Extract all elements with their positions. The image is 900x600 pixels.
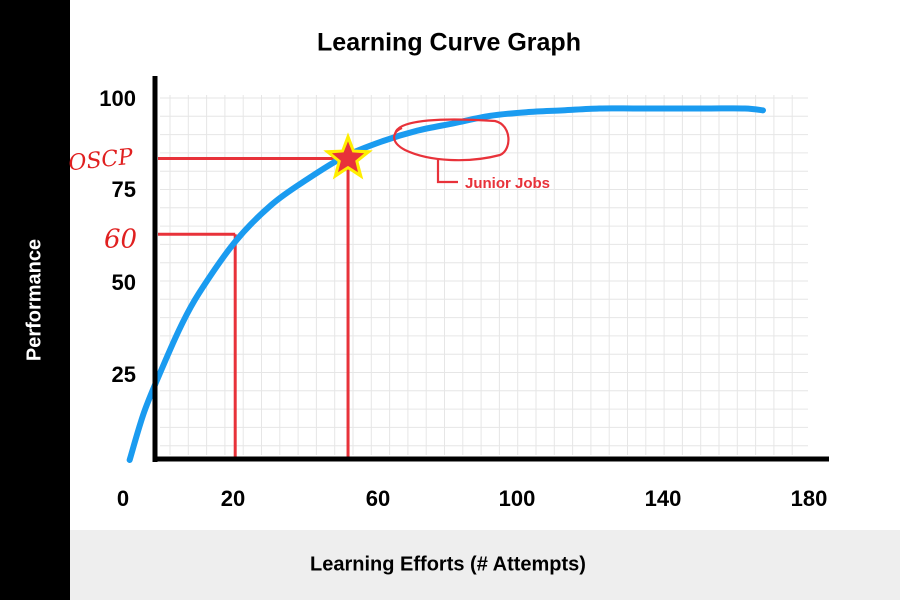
y-tick-label: 50 bbox=[112, 270, 136, 295]
x-axis-band bbox=[70, 530, 900, 600]
y-tick-label: 75 bbox=[112, 177, 136, 202]
callout-connector bbox=[436, 160, 458, 184]
chart-title: Learning Curve Graph bbox=[317, 28, 581, 57]
series-line bbox=[126, 105, 766, 463]
grid bbox=[160, 95, 808, 455]
handwritten-label: 60 bbox=[104, 224, 137, 254]
x-tick-label: 0 bbox=[117, 486, 129, 511]
x-tick-label: 180 bbox=[791, 486, 828, 511]
reference-lines bbox=[158, 156, 350, 459]
y-axis-band bbox=[0, 0, 70, 600]
x-axis-label: Learning Efforts (# Attempts) bbox=[310, 553, 586, 576]
x-tick-label: 60 bbox=[366, 486, 390, 511]
annotations: OSCP 60 Junior Jobs bbox=[67, 118, 550, 254]
handwritten-label: OSCP bbox=[67, 145, 135, 177]
star-marker bbox=[331, 141, 365, 173]
x-tick-label: 100 bbox=[499, 486, 536, 511]
x-tick-label: 140 bbox=[645, 486, 682, 511]
tick-labels: 0 20 60 100 140 180 25 50 75 100 bbox=[99, 86, 827, 511]
x-tick-label: 20 bbox=[221, 486, 245, 511]
series-layer bbox=[126, 105, 766, 463]
axes bbox=[152, 76, 829, 462]
callout-loop bbox=[393, 118, 510, 162]
y-tick-label: 100 bbox=[99, 86, 136, 111]
callout-text: Junior Jobs bbox=[465, 175, 550, 192]
y-tick-label: 25 bbox=[112, 362, 136, 387]
